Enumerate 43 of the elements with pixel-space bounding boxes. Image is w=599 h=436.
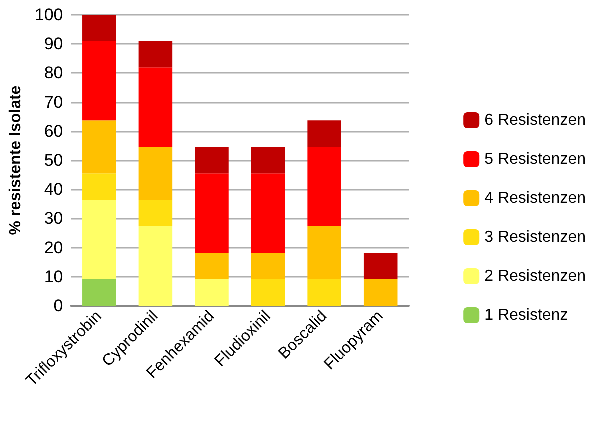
bar bbox=[138, 226, 173, 306]
bar bbox=[364, 253, 398, 280]
y-tick-label: 90 bbox=[44, 34, 64, 54]
bar bbox=[82, 174, 116, 200]
legend-label: 5 Resistenzen bbox=[484, 151, 586, 168]
bar bbox=[251, 147, 286, 174]
bar bbox=[82, 15, 116, 42]
legend-label: 3 Resistenzen bbox=[484, 229, 586, 246]
bar bbox=[251, 280, 286, 306]
bar bbox=[195, 147, 229, 174]
y-tick-label: 10 bbox=[44, 267, 64, 286]
y-tick-label: 50 bbox=[44, 151, 64, 170]
y-tick-label: 20 bbox=[44, 238, 64, 258]
bar bbox=[308, 226, 342, 280]
y-tick-label: 100 bbox=[34, 6, 64, 24]
legend-label: 2 Resistenzen bbox=[484, 268, 586, 285]
y-tick-label: 80 bbox=[44, 64, 64, 83]
bar bbox=[138, 68, 173, 148]
y-tick-label: 0 bbox=[54, 296, 64, 316]
bar bbox=[138, 200, 173, 227]
y-axis-title: % resistente Isolate bbox=[8, 86, 24, 236]
bar bbox=[82, 120, 116, 174]
y-tick-label: 40 bbox=[44, 180, 64, 200]
bar bbox=[364, 280, 398, 306]
legend-label: 1 Resistenz bbox=[484, 307, 568, 324]
bar bbox=[82, 41, 116, 121]
y-tick-label: 30 bbox=[44, 209, 64, 228]
bar bbox=[82, 280, 116, 306]
bar bbox=[308, 147, 342, 227]
bar bbox=[82, 200, 116, 280]
bar bbox=[138, 41, 173, 68]
bar bbox=[308, 280, 342, 306]
bar bbox=[138, 147, 173, 200]
legend-label: 4 Resistenzen bbox=[484, 190, 586, 207]
bar bbox=[195, 253, 229, 280]
legend-label: 6 Resistenzen bbox=[484, 112, 586, 129]
bar bbox=[195, 280, 229, 306]
y-tick-label: 70 bbox=[44, 92, 64, 112]
bar bbox=[308, 120, 342, 148]
y-tick-label: 60 bbox=[44, 122, 64, 141]
bar bbox=[251, 253, 286, 280]
bar bbox=[251, 174, 286, 254]
bar bbox=[195, 174, 229, 254]
